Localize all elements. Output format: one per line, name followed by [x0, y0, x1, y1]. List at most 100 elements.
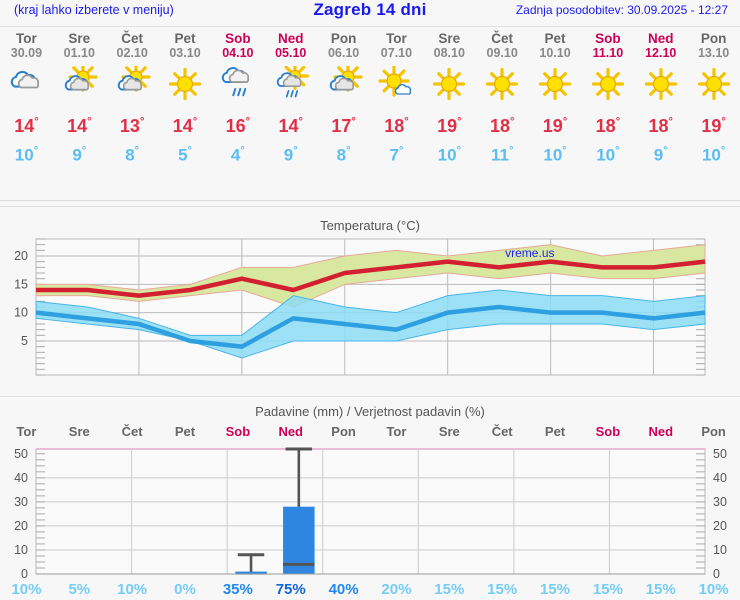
day-column[interactable]: Tor 07.10 18° 7°	[370, 28, 423, 198]
precip-day-label: Čet	[491, 424, 513, 439]
precip-probability-label: 15%	[645, 581, 676, 598]
temperature-chart: Temperatura (°C) 5 10 15 20 vreme.us	[0, 218, 740, 393]
day-column[interactable]: Tor 30.09 14° 10°	[0, 28, 53, 198]
precip-probability-label: 15%	[540, 581, 571, 598]
day-column[interactable]: Sob 11.10 18° 10°	[581, 28, 634, 198]
sunny-icon	[638, 66, 684, 104]
precipitation-chart: Padavine (mm) / Verjetnost padavin (%)	[0, 404, 740, 600]
day-min-temp: 9°	[72, 145, 87, 165]
last-update-label: Zadnja posodobitev: 30.09.2025 - 12:27	[515, 3, 728, 17]
day-name: Pon	[700, 31, 727, 46]
svg-text:10: 10	[713, 543, 727, 557]
precip-probability-label: 15%	[487, 581, 518, 598]
day-forecast-strip: Tor 30.09 14° 10° Sre 01.10 14° 9° Čet 02.10 13° 8°…	[0, 28, 740, 198]
precip-probability-label: 0%	[174, 581, 196, 598]
day-column[interactable]: Pon 06.10 17° 8°	[317, 28, 370, 198]
day-min-temp: 10°	[596, 145, 620, 165]
day-column[interactable]: Ned 12.10 18° 9°	[634, 28, 687, 198]
day-date: 12.10	[645, 46, 677, 60]
partly-cloudy-icon	[56, 66, 102, 104]
day-column[interactable]: Pet 10.10 19° 10°	[529, 28, 582, 198]
svg-text:40: 40	[14, 471, 28, 485]
day-min-temp: 7°	[389, 145, 404, 165]
day-max-temp: 18°	[648, 116, 673, 136]
day-name: Sob	[595, 31, 621, 46]
day-min-temp: 9°	[653, 145, 668, 165]
precip-day-label: Sre	[438, 424, 460, 439]
day-min-temp: 8°	[336, 145, 351, 165]
day-min-temp: 10°	[14, 145, 39, 165]
day-column[interactable]: Sre 08.10 19° 10°	[423, 28, 476, 198]
day-name: Tor	[16, 31, 37, 46]
day-name: Sob	[225, 31, 251, 46]
day-date: 09.10	[486, 46, 518, 60]
day-min-temp: 5°	[178, 145, 192, 165]
precip-day-label: Pon	[701, 424, 726, 439]
svg-text:40: 40	[713, 471, 727, 485]
precip-probability-label: 20%	[381, 581, 412, 598]
day-date: 07.10	[380, 46, 413, 60]
precip-day-label: Čet	[121, 424, 143, 439]
sunny-icon	[162, 66, 208, 104]
day-max-temp: 16°	[225, 116, 251, 136]
strip-divider-bottom	[0, 206, 740, 207]
precip-probability-label: 35%	[222, 581, 253, 598]
day-min-temp: 10°	[543, 145, 567, 165]
page-title: Zagreb 14 dni	[313, 0, 427, 19]
precipitation-day-labels: Tor Sre Čet Pet Sob Ned Pon Tor Sre Čet Pet Sob Ned P…	[0, 424, 740, 439]
sunny-small-cloud-icon	[373, 66, 419, 104]
temperature-chart-title: Temperatura (°C)	[320, 218, 420, 233]
precip-probability-label: 15%	[434, 581, 465, 598]
day-date: 13.10	[697, 46, 730, 60]
strip-divider-top	[0, 200, 740, 201]
partly-cloudy-icon	[109, 66, 155, 104]
precipitation-chart-title: Padavine (mm) / Verjetnost padavin (%)	[255, 404, 485, 419]
day-date: 01.10	[63, 46, 95, 60]
precipitation-chart-svg: 0 0 10 10 20 20 30 30 40 40 50 50	[14, 447, 727, 581]
day-max-temp: 18°	[595, 116, 621, 136]
day-column[interactable]: Čet 09.10 18° 11°	[476, 28, 529, 198]
precip-day-label: Tor	[386, 424, 407, 439]
day-max-temp: 14°	[67, 116, 92, 136]
day-date: 02.10	[116, 46, 148, 60]
svg-text:0: 0	[21, 567, 28, 581]
day-min-temp: 8°	[125, 145, 140, 165]
day-min-temp: 10°	[701, 145, 726, 165]
precip-probability-label: 5%	[68, 581, 91, 598]
day-date: 30.09	[10, 46, 43, 60]
day-date: 11.10	[592, 46, 624, 60]
precip-day-label: Sob	[595, 424, 621, 439]
page-header: (kraj lahko izberete v meniju) Zagreb 14…	[0, 0, 740, 27]
precip-day-label: Sob	[225, 424, 251, 439]
day-max-temp: 19°	[437, 116, 462, 136]
day-max-temp: 14°	[172, 116, 198, 136]
day-date: 10.10	[539, 46, 571, 60]
day-column[interactable]: Sre 01.10 14° 9°	[53, 28, 106, 198]
day-column[interactable]: Pet 03.10 14° 5°	[159, 28, 212, 198]
cloudy-icon	[3, 66, 49, 104]
day-column[interactable]: Čet 02.10 13° 8°	[106, 28, 159, 198]
day-max-temp: 13°	[119, 116, 145, 136]
day-max-temp: 19°	[542, 116, 568, 136]
precip-day-label: Ned	[648, 424, 674, 439]
precip-day-label: Pet	[174, 424, 196, 439]
location-menu-note: (kraj lahko izberete v meniju)	[14, 3, 174, 17]
day-max-temp: 18°	[384, 116, 409, 136]
svg-text:5: 5	[21, 334, 28, 348]
header-divider	[0, 26, 740, 27]
day-column[interactable]: Ned 05.10 14° 9°	[264, 28, 317, 198]
precip-probability-label: 10%	[11, 581, 42, 598]
svg-text:10: 10	[14, 543, 28, 557]
day-min-temp: 11°	[490, 145, 514, 165]
day-date: 06.10	[327, 46, 360, 60]
day-column[interactable]: Sob 04.10 16° 4°	[211, 28, 264, 198]
day-column[interactable]: Pon 13.10 19° 10°	[687, 28, 740, 198]
day-max-temp: 18°	[489, 116, 515, 136]
partly-cloudy-icon	[321, 66, 367, 104]
temperature-chart-svg: 5 10 15 20 vreme.us	[14, 238, 706, 376]
svg-text:20: 20	[14, 519, 28, 533]
day-name: Sre	[68, 31, 91, 46]
sunny-icon	[691, 66, 737, 104]
day-name: Čet	[491, 31, 514, 46]
